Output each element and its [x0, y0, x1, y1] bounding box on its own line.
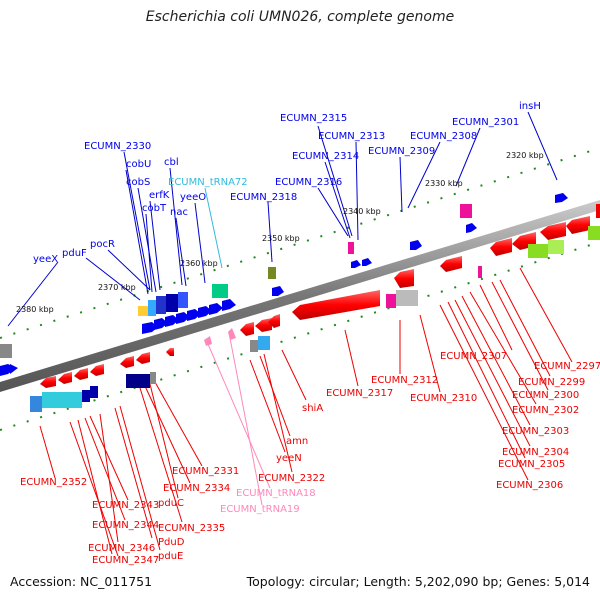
lower-gene-label: pduE: [158, 551, 183, 562]
scale-label: 2320 kbp: [506, 151, 544, 160]
lower-gene-label: ECUMN_2307: [440, 351, 507, 362]
upper-gene-label: ECUMN_2318: [230, 192, 297, 203]
upper-gene-label: ECUMN_tRNA72: [168, 177, 248, 188]
upper-gene-label: nac: [170, 207, 188, 218]
lower-leader-lines: [39, 267, 573, 557]
lower-gene-label: ECUMN_2322: [258, 473, 325, 484]
trna72-leader: [204, 187, 223, 269]
lower-gene-label: ECUMN_2317: [326, 388, 393, 399]
genome-backbone: [0, 200, 600, 392]
lower-gene-label: pduC: [158, 498, 184, 509]
lower-gene-label: ECUMN_2343: [92, 500, 159, 511]
lower-gene-label: PduD: [158, 537, 185, 548]
lower-gene-label: amn: [286, 436, 308, 447]
upper-gene-label: yeeX: [33, 254, 58, 265]
upper-gene-label: pduF: [62, 248, 87, 259]
lower-gene-label: ECUMN_2304: [502, 447, 569, 458]
lower-gene-label: ECUMN_2334: [163, 483, 230, 494]
scale-label: 2350 kbp: [262, 234, 300, 243]
upper-gene-label: cobT: [142, 203, 167, 214]
upper-gene-label: ECUMN_2314: [292, 151, 359, 162]
upper-gene-label: cbl: [164, 157, 179, 168]
lower-gene-label: ECUMN_2346: [88, 543, 155, 554]
upper-gene-label: pocR: [90, 239, 115, 250]
upper-gene-label: ECUMN_2316: [275, 177, 342, 188]
lower-gene-label: ECUMN_2347: [92, 555, 159, 566]
lower-gene-label: ECUMN_2331: [172, 466, 239, 477]
trna-lower-leaders: [207, 337, 271, 506]
trna-markers: [204, 328, 236, 346]
upper-gene-label: ECUMN_2308: [410, 131, 477, 142]
lower-gene-label: ECUMN_2306: [496, 480, 563, 491]
upper-gene-label: ECUMN_2309: [368, 146, 435, 157]
lower-gene-label: ECUMN_2335: [158, 523, 225, 534]
upper-gene-label: ECUMN_2301: [452, 117, 519, 128]
lower-gene-label: ECUMN_2344: [92, 520, 159, 531]
reverse-gene-arrows: [40, 216, 590, 388]
genome-title: Escherichia coli UMN026, complete genome: [145, 9, 455, 25]
upper-leader-lines: [7, 111, 558, 327]
lower-gene-label: ECUMN_2305: [498, 459, 565, 470]
lower-gene-label: ECUMN_tRNA19: [220, 504, 300, 515]
forward-gene-blocks: [0, 204, 600, 358]
upper-gene-label: cobU: [126, 159, 151, 170]
lower-gene-label: ECUMN_2300: [512, 390, 579, 401]
scale-label: 2340 kbp: [343, 207, 381, 216]
reverse-gene-blocks: [30, 226, 600, 412]
lower-gene-label: ECUMN_2310: [410, 393, 477, 404]
genome-summary-text: Topology: circular; Length: 5,202,090 bp…: [246, 574, 590, 589]
scale-labels: 2320 kbp 2330 kbp 2340 kbp 2350 kbp 2360 kbp…: [16, 151, 544, 314]
upper-gene-label: insH: [519, 101, 541, 112]
upper-gene-label: yeeO: [180, 192, 206, 203]
accession-text: Accession: NC_011751: [10, 574, 153, 589]
lower-gene-label: ECUMN_2297: [534, 361, 600, 372]
forward-gene-arrows: [0, 193, 568, 376]
lower-gene-label: ECUMN_2303: [502, 426, 569, 437]
lower-gene-label: shiA: [302, 403, 323, 414]
scale-label: 2360 kbp: [180, 259, 218, 268]
lower-gene-label: ECUMN_2299: [518, 377, 585, 388]
upper-gene-label: ECUMN_2330: [84, 141, 151, 152]
scale-label: 2370 kbp: [98, 283, 136, 292]
lower-gene-label: ECUMN_2312: [371, 375, 438, 386]
lower-gene-label: ECUMN_tRNA18: [236, 488, 316, 499]
scale-label: 2380 kbp: [16, 305, 54, 314]
upper-gene-label: ECUMN_2315: [280, 113, 347, 124]
lower-gene-label: ECUMN_2352: [20, 477, 87, 488]
upper-gene-label: cobS: [126, 177, 150, 188]
scale-label: 2330 kbp: [425, 179, 463, 188]
upper-gene-label: erfK: [149, 190, 170, 201]
lower-gene-label: yeeN: [276, 453, 302, 464]
lower-gene-label: ECUMN_2302: [512, 405, 579, 416]
upper-gene-label: ECUMN_2313: [318, 131, 385, 142]
